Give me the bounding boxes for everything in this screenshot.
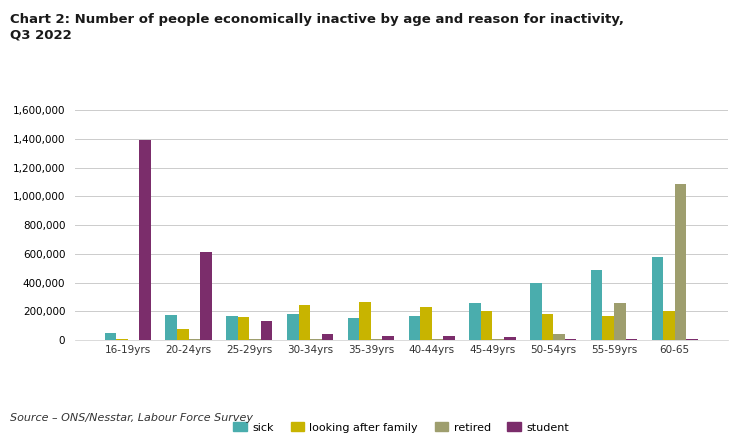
Bar	[591, 270, 602, 340]
Bar	[298, 305, 310, 340]
Bar	[470, 303, 481, 340]
Bar	[200, 252, 211, 340]
Bar	[626, 339, 637, 340]
Bar	[675, 184, 686, 340]
Bar	[530, 283, 542, 340]
Bar	[443, 337, 454, 340]
Legend: sick, looking after family, retired, student: sick, looking after family, retired, stu…	[229, 418, 574, 436]
Bar	[177, 329, 188, 340]
Text: Chart 2: Number of people economically inactive by age and reason for inactivity: Chart 2: Number of people economically i…	[10, 13, 624, 41]
Bar	[493, 339, 504, 340]
Bar	[481, 310, 493, 340]
Bar	[663, 310, 675, 340]
Bar	[504, 337, 515, 340]
Bar	[188, 339, 200, 340]
Bar	[370, 339, 382, 340]
Bar	[420, 307, 432, 340]
Bar	[238, 317, 249, 340]
Bar	[359, 302, 370, 340]
Bar	[565, 339, 576, 340]
Bar	[554, 334, 565, 340]
Bar	[432, 339, 443, 340]
Bar	[226, 316, 238, 340]
Bar	[322, 334, 333, 340]
Bar	[686, 339, 698, 340]
Bar	[542, 314, 554, 340]
Bar	[287, 313, 298, 340]
Bar	[261, 321, 272, 340]
Bar	[652, 257, 663, 340]
Bar	[382, 337, 394, 340]
Bar	[140, 140, 151, 340]
Bar	[105, 333, 116, 340]
Bar	[249, 339, 261, 340]
Bar	[409, 316, 420, 340]
Bar	[116, 339, 128, 340]
Text: Source – ONS/Nesstar, Labour Force Survey: Source – ONS/Nesstar, Labour Force Surve…	[10, 413, 253, 423]
Bar	[614, 303, 626, 340]
Bar	[310, 339, 322, 340]
Bar	[602, 317, 614, 340]
Bar	[348, 318, 359, 340]
Bar	[166, 315, 177, 340]
